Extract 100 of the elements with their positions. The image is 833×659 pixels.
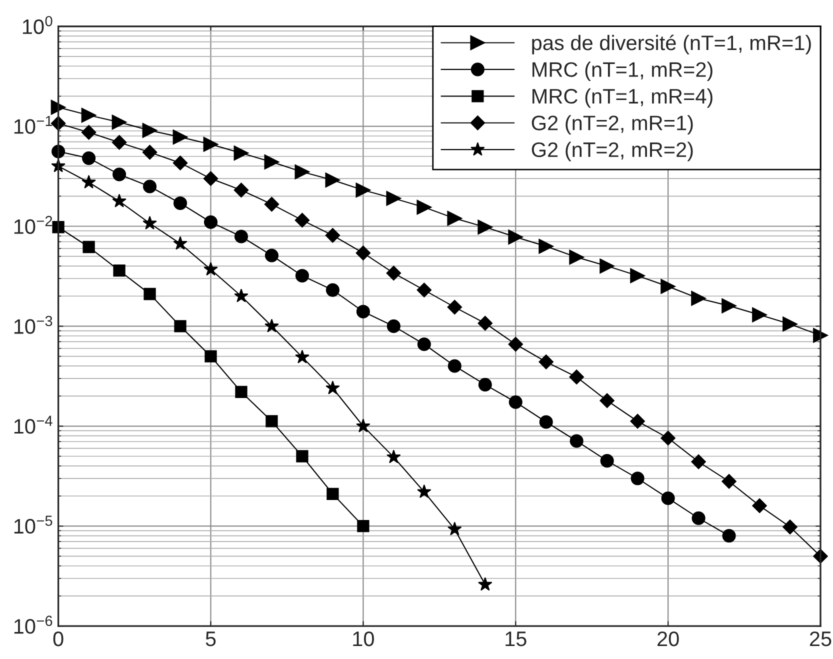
point xyxy=(82,151,96,165)
point xyxy=(691,290,706,306)
point xyxy=(113,264,126,277)
point xyxy=(478,220,493,235)
y-tick-label: 10$^{−5}$ xyxy=(14,516,52,534)
x-tick-label: 25 xyxy=(810,631,832,646)
y-tick-label: 10$^{−4}$ xyxy=(14,416,52,434)
x-tick-label: 15 xyxy=(506,632,526,646)
point xyxy=(386,450,401,464)
point xyxy=(417,484,432,498)
point xyxy=(264,154,280,170)
legend-label: pas de diversité (nT=1, mR=1) xyxy=(532,34,811,54)
point xyxy=(508,336,524,352)
point xyxy=(538,238,554,254)
point xyxy=(112,194,126,208)
x-tick-label: 0 xyxy=(53,631,64,646)
legend-label: MRC (nT=1, mR=2) xyxy=(532,62,712,82)
point xyxy=(112,168,126,182)
point xyxy=(752,307,767,322)
point xyxy=(294,212,310,228)
point xyxy=(296,450,308,462)
point xyxy=(294,164,310,180)
point xyxy=(570,434,584,448)
point xyxy=(172,130,188,145)
point xyxy=(234,146,249,161)
point xyxy=(600,393,614,408)
point xyxy=(266,415,278,428)
point xyxy=(538,354,554,370)
point xyxy=(52,144,66,158)
point xyxy=(630,472,644,486)
x-tick-label: 20 xyxy=(658,631,679,646)
point xyxy=(142,216,157,230)
point xyxy=(478,316,493,331)
point xyxy=(813,328,828,343)
point xyxy=(691,454,706,470)
point xyxy=(112,135,127,150)
legend-label: G2 (nT=2, mR=2) xyxy=(532,142,693,162)
point xyxy=(722,298,737,314)
point xyxy=(235,386,248,398)
y-tick-label: 10$^{−6}$ xyxy=(14,616,52,634)
point xyxy=(752,498,767,514)
point xyxy=(326,488,339,500)
point xyxy=(356,246,371,260)
point xyxy=(416,200,432,215)
point xyxy=(448,522,462,536)
point xyxy=(174,320,186,332)
point xyxy=(81,108,96,123)
legend-label: G2 (nT=2, mR=1) xyxy=(532,115,693,134)
point xyxy=(600,454,614,468)
point xyxy=(295,350,310,364)
point xyxy=(52,221,64,234)
point xyxy=(173,236,188,250)
point xyxy=(234,230,248,244)
point xyxy=(144,288,156,300)
point xyxy=(50,100,66,115)
point xyxy=(142,144,158,160)
point xyxy=(142,122,158,138)
point xyxy=(782,316,798,332)
point xyxy=(600,258,615,274)
point xyxy=(508,230,524,245)
point xyxy=(173,196,188,210)
legend-label: MRC (nT=1, mR=4) xyxy=(532,88,712,108)
point xyxy=(204,262,218,276)
point xyxy=(326,380,340,394)
point xyxy=(478,577,492,591)
y-tick-label: 10$^{0}$ xyxy=(22,16,52,34)
point xyxy=(630,414,645,429)
y-tick-label: 10$^{−1}$ xyxy=(14,116,52,134)
point xyxy=(204,215,218,229)
point xyxy=(326,283,340,297)
x-tick-label: 5 xyxy=(206,632,216,646)
point xyxy=(264,318,279,332)
point xyxy=(782,520,798,534)
y-tick-label: 10$^{−3}$ xyxy=(14,316,52,334)
point xyxy=(356,304,370,318)
point xyxy=(203,171,218,186)
point xyxy=(569,250,584,265)
point xyxy=(447,300,462,315)
point xyxy=(630,268,646,284)
point xyxy=(112,114,127,130)
point xyxy=(203,136,218,152)
x-tick-label: 10 xyxy=(353,631,374,646)
point xyxy=(508,395,522,409)
point xyxy=(386,319,400,333)
y-tick-label: 10$^{−2}$ xyxy=(14,216,52,234)
point xyxy=(660,278,676,294)
point xyxy=(172,156,188,170)
point xyxy=(569,370,584,384)
point xyxy=(356,182,371,198)
point xyxy=(143,180,157,194)
point xyxy=(81,124,96,140)
point xyxy=(295,268,309,282)
point xyxy=(660,430,676,446)
point xyxy=(539,415,553,429)
point xyxy=(386,190,402,206)
point xyxy=(722,474,736,489)
point xyxy=(82,174,96,188)
point xyxy=(417,337,431,352)
point xyxy=(357,520,370,532)
point xyxy=(264,248,278,262)
